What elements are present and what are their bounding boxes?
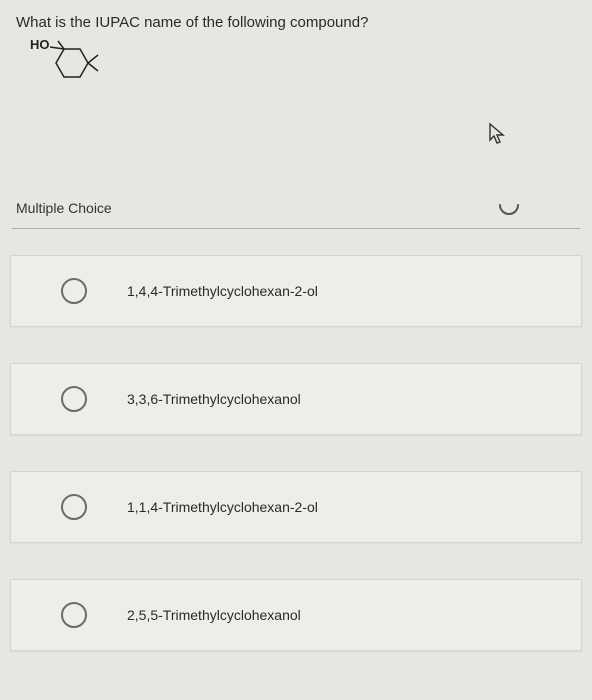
divider (12, 228, 580, 229)
option-row[interactable]: 1,4,4-Trimethylcyclohexan-2-ol (10, 255, 582, 327)
option-row[interactable]: 2,5,5-Trimethylcyclohexanol (10, 579, 582, 651)
cursor-icon (488, 122, 508, 151)
radio-icon[interactable] (61, 278, 87, 304)
options-list: 1,4,4-Trimethylcyclohexan-2-ol 3,3,6-Tri… (0, 255, 592, 651)
option-row[interactable]: 1,1,4-Trimethylcyclohexan-2-ol (10, 471, 582, 543)
option-label: 1,1,4-Trimethylcyclohexan-2-ol (127, 499, 318, 515)
option-label: 2,5,5-Trimethylcyclohexanol (127, 607, 301, 623)
radio-icon[interactable] (61, 494, 87, 520)
option-row[interactable]: 3,3,6-Trimethylcyclohexanol (10, 363, 582, 435)
option-label: 1,4,4-Trimethylcyclohexan-2-ol (127, 283, 318, 299)
radio-icon[interactable] (61, 386, 87, 412)
question-block: What is the IUPAC name of the following … (0, 0, 592, 110)
spinner-icon (496, 192, 522, 223)
option-label: 3,3,6-Trimethylcyclohexanol (127, 391, 301, 407)
structure-ho-label: HO (30, 37, 50, 52)
chemical-structure: HO (30, 37, 576, 102)
question-prompt: What is the IUPAC name of the following … (16, 14, 576, 31)
radio-icon[interactable] (61, 602, 87, 628)
